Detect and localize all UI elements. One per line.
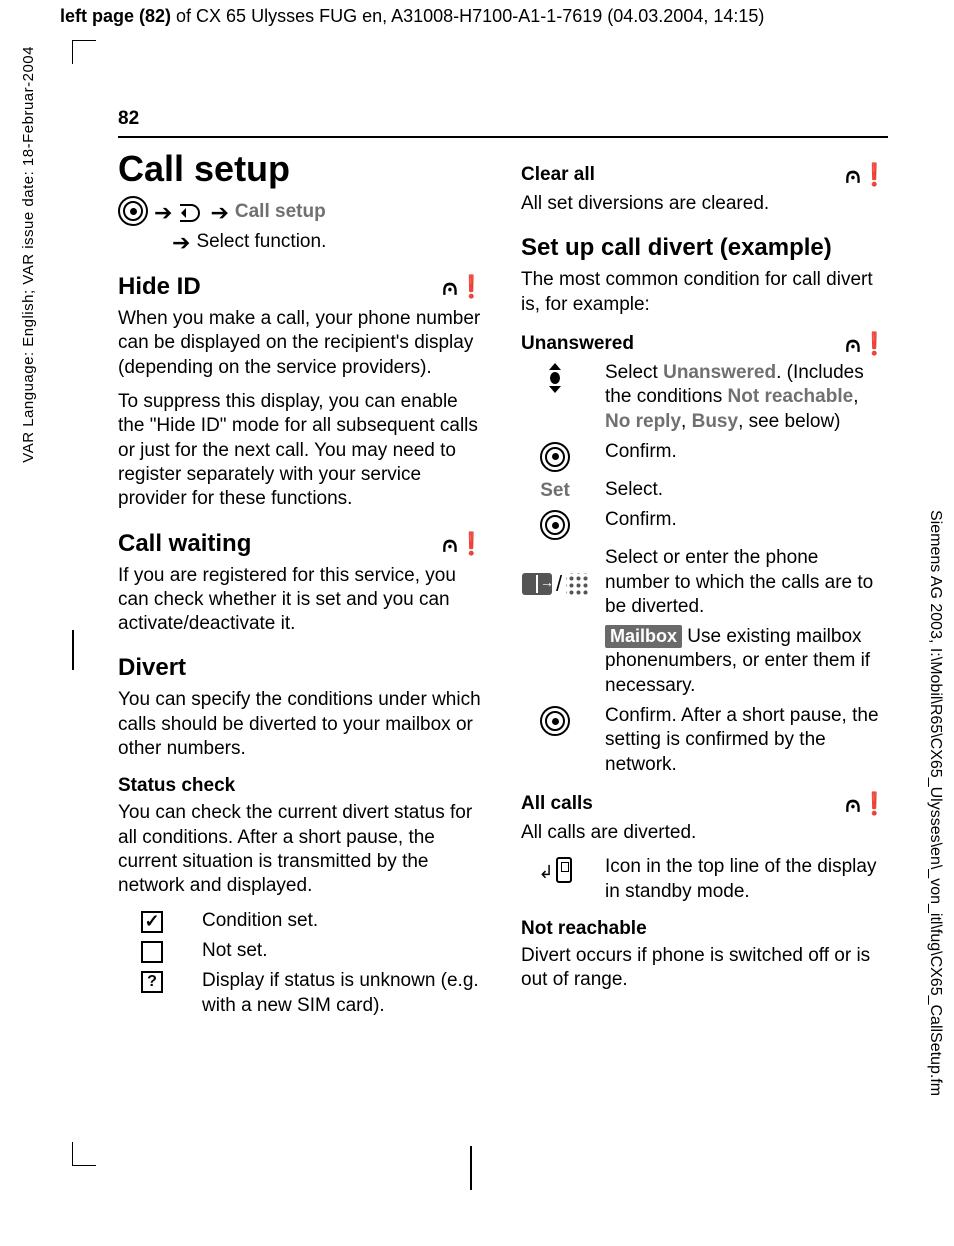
setup-divert-heading: Set up call divert (example) bbox=[521, 234, 888, 262]
nav-line-1: ➔ ➔ Call setup bbox=[118, 196, 485, 227]
network-icon: ⩀❗ bbox=[442, 274, 485, 300]
not-reachable-heading: Not reachable bbox=[521, 918, 888, 940]
header-meta-rest: of CX 65 Ulysses FUG en, A31008-H7100-A1… bbox=[171, 6, 764, 26]
status-unknown-text: Display if status is unknown (e.g. with … bbox=[202, 969, 485, 1018]
network-icon: ⩀❗ bbox=[845, 331, 888, 357]
status-row-set: ✓ Condition set. bbox=[118, 909, 485, 933]
confirm-long-text: Confirm. After a short pause, the settin… bbox=[605, 704, 888, 777]
status-check-heading: Status check bbox=[118, 775, 485, 797]
step-confirm-2: Confirm. bbox=[521, 508, 888, 540]
nav-call-setup: Call setup bbox=[235, 201, 326, 223]
slash-icon: / bbox=[552, 571, 566, 597]
center-key-icon bbox=[118, 196, 148, 226]
side-text-right: Siemens AG 2003, I:\Mobil\R65\CX65_Ulyss… bbox=[926, 510, 944, 1096]
clear-all-para: All set diversions are cleared. bbox=[521, 192, 888, 216]
mailbox-text: Mailbox Use existing mailbox phonenumber… bbox=[605, 625, 888, 698]
checkbox-empty-icon bbox=[141, 941, 163, 963]
side-text-left: VAR Language: English; VAR issue date: 1… bbox=[20, 46, 37, 463]
all-calls-para: All calls are diverted. bbox=[521, 821, 888, 845]
settings-swirl-icon bbox=[178, 202, 204, 222]
divert-phone-icon: ↲ bbox=[538, 857, 571, 883]
network-icon: ⩀❗ bbox=[845, 791, 888, 817]
divert-para: You can specify the conditions under whi… bbox=[118, 688, 485, 761]
status-set-text: Condition set. bbox=[202, 909, 485, 933]
center-key-icon bbox=[540, 510, 570, 540]
hide-id-para-1: When you make a call, your phone number … bbox=[118, 307, 485, 380]
status-row-unknown: ? Display if status is unknown (e.g. wit… bbox=[118, 969, 485, 1018]
step-set-select: Set Select. bbox=[521, 478, 888, 502]
unanswered-heading: Unanswered ⩀❗ bbox=[521, 331, 888, 357]
status-notset-text: Not set. bbox=[202, 939, 485, 963]
not-reachable-para: Divert occurs if phone is switched off o… bbox=[521, 944, 888, 993]
center-key-icon bbox=[540, 706, 570, 736]
all-calls-heading: All calls ⩀❗ bbox=[521, 791, 888, 817]
setup-divert-para: The most common condition for call diver… bbox=[521, 268, 888, 317]
step-1-text: Select Unanswered. (Includes the conditi… bbox=[605, 361, 888, 434]
step-mailbox: Mailbox Use existing mailbox phonenumber… bbox=[521, 625, 888, 698]
call-waiting-heading: Call waiting ⩀❗ bbox=[118, 530, 485, 558]
network-icon: ⩀❗ bbox=[442, 531, 485, 557]
mailbox-badge: Mailbox bbox=[605, 625, 682, 648]
hide-id-heading: Hide ID ⩀❗ bbox=[118, 273, 485, 301]
select-text: Select. bbox=[605, 478, 888, 502]
page-rule bbox=[118, 136, 888, 138]
divert-heading: Divert bbox=[118, 654, 485, 682]
step-select-unanswered: Select Unanswered. (Includes the conditi… bbox=[521, 361, 888, 434]
status-row-notset: Not set. bbox=[118, 939, 485, 963]
arrow-icon: ➔ bbox=[154, 200, 172, 226]
checkbox-question-icon: ? bbox=[141, 971, 163, 993]
checkbox-checked-icon: ✓ bbox=[141, 911, 163, 933]
nav-select-function: Select function. bbox=[196, 231, 326, 253]
nav-updown-icon bbox=[549, 363, 561, 393]
step-confirm-1: Confirm. bbox=[521, 440, 888, 472]
page-title: Call setup bbox=[118, 148, 485, 190]
all-calls-icon-row: ↲ Icon in the top line of the display in… bbox=[521, 855, 888, 904]
clear-all-heading: Clear all ⩀❗ bbox=[521, 162, 888, 188]
confirm-text-2: Confirm. bbox=[605, 508, 888, 540]
enter-number-text: Select or enter the phone number to whic… bbox=[605, 546, 888, 619]
call-waiting-para: If you are registered for this service, … bbox=[118, 564, 485, 637]
arrow-icon: ➔ bbox=[210, 200, 228, 226]
all-calls-icon-text: Icon in the top line of the display in s… bbox=[605, 855, 888, 904]
center-key-icon bbox=[540, 442, 570, 472]
nav-line-2: ➔ Select function. bbox=[118, 229, 485, 255]
confirm-text: Confirm. bbox=[605, 440, 888, 472]
page-number: 82 bbox=[118, 108, 888, 130]
header-meta-bold: left page (82) bbox=[60, 6, 171, 26]
status-check-para: You can check the current divert status … bbox=[118, 801, 485, 898]
keypad-icon bbox=[566, 573, 588, 595]
phonebook-icon bbox=[522, 573, 552, 595]
network-icon: ⩀❗ bbox=[845, 162, 888, 188]
hide-id-para-2: To suppress this display, you can enable… bbox=[118, 390, 485, 512]
step-confirm-final: Confirm. After a short pause, the settin… bbox=[521, 704, 888, 777]
header-meta: left page (82) of CX 65 Ulysses FUG en, … bbox=[60, 6, 764, 27]
step-enter-number: / Select or enter the phone number to wh… bbox=[521, 546, 888, 619]
set-label: Set bbox=[540, 480, 570, 502]
arrow-icon: ➔ bbox=[172, 230, 190, 256]
